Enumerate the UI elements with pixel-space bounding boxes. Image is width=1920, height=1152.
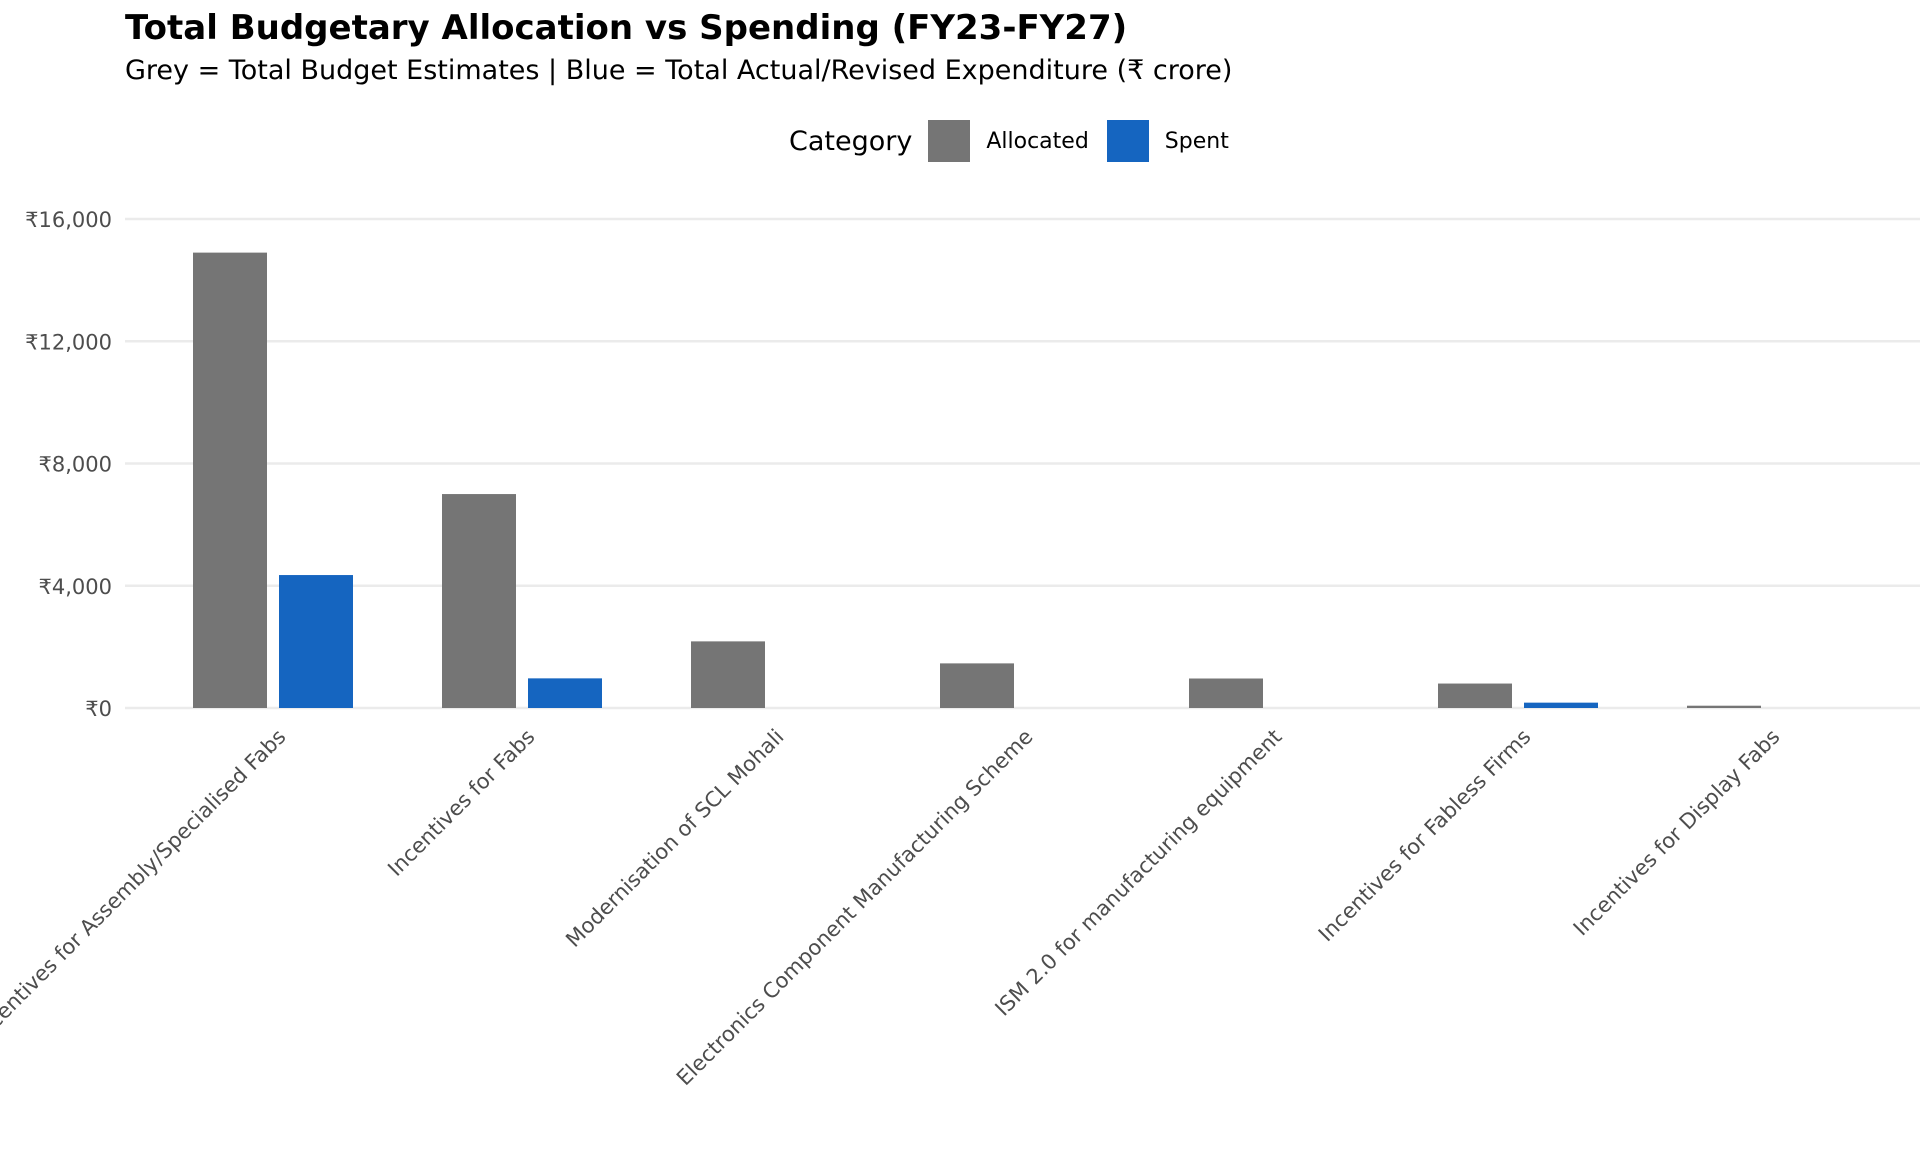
bar-allocated	[193, 252, 267, 708]
bar-allocated	[1189, 678, 1263, 708]
y-tick-label: ₹8,000	[39, 453, 112, 477]
y-tick-label: ₹16,000	[25, 208, 112, 232]
bar-allocated	[442, 494, 516, 708]
legend-title: Category	[789, 125, 913, 157]
legend-label-allocated: Allocated	[986, 128, 1089, 154]
bars	[193, 252, 1761, 708]
chart-title: Total Budgetary Allocation vs Spending (…	[125, 8, 1128, 48]
chart-subtitle: Grey = Total Budget Estimates | Blue = T…	[125, 55, 1233, 86]
x-tick-label: Incentives for Fabless Firms	[1314, 725, 1536, 947]
legend-label-spent: Spent	[1164, 128, 1229, 154]
x-tick-label: Incentives for Display Fabs	[1569, 725, 1785, 941]
bar-allocated	[691, 641, 765, 708]
bar-allocated	[940, 663, 1014, 708]
y-tick-label: ₹4,000	[39, 575, 112, 599]
y-tick-label: ₹0	[85, 697, 112, 721]
bar-spent	[528, 678, 602, 708]
gridlines	[125, 217, 1920, 710]
y-tick-label: ₹12,000	[25, 330, 112, 354]
x-tick-label: ISM 2.0 for manufacturing equipment	[990, 725, 1286, 1021]
x-tick-label: Modernisation of SCL Mohali	[561, 725, 788, 952]
x-axis: Incentives for Assembly/Specialised Fabs…	[0, 725, 1785, 1091]
bar-allocated	[1687, 705, 1761, 708]
bar-allocated	[1438, 683, 1512, 708]
y-axis: ₹0 ₹4,000 ₹8,000 ₹12,000 ₹16,000	[25, 208, 112, 721]
x-tick-label: Incentives for Fabs	[383, 725, 539, 881]
bar-spent	[279, 575, 353, 708]
bar-spent	[1524, 702, 1598, 708]
legend-swatch-spent	[1106, 120, 1149, 162]
legend-swatch-allocated	[928, 120, 971, 162]
x-tick-label: Incentives for Assembly/Specialised Fabs	[0, 725, 291, 1047]
legend: Category Allocated Spent	[789, 119, 1247, 163]
